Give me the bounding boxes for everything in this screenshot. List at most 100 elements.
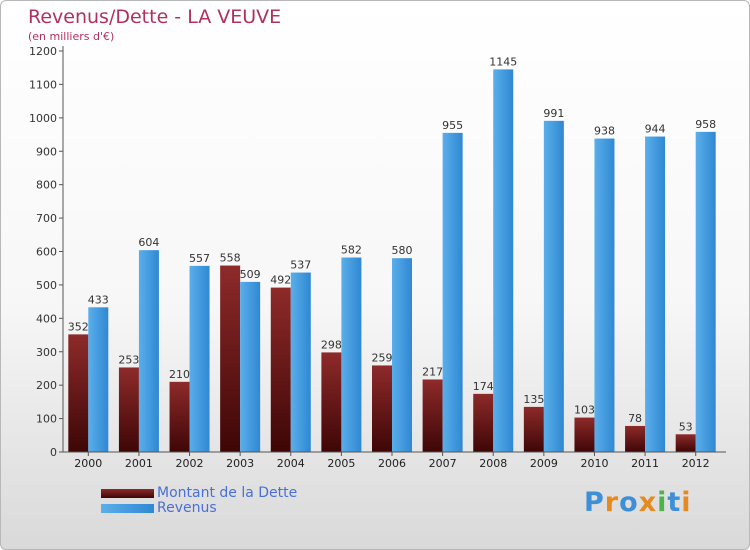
- bar-dette: [523, 406, 544, 452]
- data-label-revenus: 991: [543, 107, 564, 120]
- data-label-dette: 78: [628, 412, 642, 425]
- data-label-dette: 253: [118, 353, 139, 366]
- logo-letter: r: [604, 487, 620, 518]
- logo-letter: i: [681, 487, 692, 518]
- y-tick-label: 200: [36, 379, 57, 392]
- x-tick-label: 2005: [327, 457, 355, 470]
- y-tick-label: 300: [36, 346, 57, 359]
- chart-subtitle: (en milliers d'€): [28, 30, 115, 43]
- data-label-dette: 352: [68, 320, 89, 333]
- bar-revenus: [594, 138, 615, 452]
- data-label-revenus: 433: [88, 293, 109, 306]
- bar-dette: [220, 265, 241, 452]
- data-label-revenus: 1145: [489, 55, 517, 68]
- x-tick-label: 2006: [378, 457, 406, 470]
- data-label-dette: 135: [523, 393, 544, 406]
- x-axis: 2000 2001 2002 2003 2004 2005 2006 2007 2008 2009…: [63, 451, 726, 470]
- data-label-dette: 259: [372, 351, 393, 364]
- logo-letter: i: [657, 487, 668, 518]
- data-label-revenus: 938: [594, 125, 615, 138]
- data-label-revenus: 944: [645, 123, 666, 136]
- bar-dette: [321, 352, 342, 452]
- data-label-dette: 492: [270, 274, 291, 287]
- data-label-revenus: 537: [290, 259, 311, 272]
- bar-revenus: [543, 120, 564, 453]
- bar-revenus: [290, 272, 311, 452]
- proxiti-logo: Proxiti: [584, 487, 692, 518]
- legend-swatch-dette: [101, 489, 154, 498]
- data-label-dette: 53: [679, 420, 693, 433]
- y-axis: 0 100 200 300 400 500 600 700 800 900 1000 1100 1200: [29, 45, 64, 459]
- bar-revenus: [442, 132, 463, 452]
- legend-label-revenus: Revenus: [157, 500, 217, 516]
- legend-item-revenus: Revenus: [101, 501, 297, 516]
- data-label-revenus: 582: [341, 244, 362, 257]
- bar-dette: [625, 425, 646, 452]
- data-label-revenus: 955: [442, 119, 463, 132]
- chart-title: Revenus/Dette - LA VEUVE: [28, 6, 282, 28]
- legend-label-dette: Montant de la Dette: [157, 485, 298, 501]
- bar-dette: [372, 365, 392, 452]
- bar-dette: [473, 393, 494, 452]
- bar-revenus: [392, 258, 412, 452]
- y-tick-label: 1100: [29, 78, 57, 91]
- y-tick-label: 800: [36, 179, 57, 192]
- bar-dette: [270, 287, 291, 452]
- logo-letter: x: [638, 487, 658, 518]
- data-label-dette: 210: [169, 368, 190, 381]
- y-tick-label: 400: [36, 312, 57, 325]
- bar-revenus: [695, 131, 716, 452]
- bar-dette: [574, 417, 595, 452]
- x-tick-label: 2009: [530, 457, 558, 470]
- x-tick-label: 2002: [176, 457, 204, 470]
- x-tick-label: 2007: [429, 457, 457, 470]
- logo-letter: P: [584, 487, 605, 518]
- data-label-dette: 298: [321, 338, 342, 351]
- bar-dette: [422, 379, 443, 452]
- y-tick-label: 900: [36, 145, 57, 158]
- x-tick-label: 2010: [580, 457, 608, 470]
- y-tick-label: 100: [36, 413, 57, 426]
- x-tick-label: 2008: [479, 457, 507, 470]
- logo-letter: t: [667, 487, 682, 518]
- bar-dette: [169, 381, 190, 452]
- data-label-dette: 217: [422, 365, 443, 378]
- data-label-revenus: 557: [189, 252, 210, 265]
- bar-dette: [118, 367, 139, 452]
- logo-letter: o: [619, 487, 639, 518]
- legend-swatch-revenus: [101, 504, 154, 513]
- data-label-revenus: 580: [392, 244, 413, 257]
- bar-revenus: [645, 136, 666, 452]
- y-tick-label: 500: [36, 279, 57, 292]
- bar-revenus: [138, 250, 159, 452]
- y-tick-label: 0: [50, 446, 57, 459]
- x-tick-label: 2001: [125, 457, 153, 470]
- y-tick-label: 1200: [29, 45, 57, 58]
- bar-revenus: [88, 307, 109, 452]
- bar-revenus: [493, 69, 514, 453]
- x-tick-label: 2012: [682, 457, 710, 470]
- legend-item-dette: Montant de la Dette: [101, 486, 297, 501]
- legend: Montant de la Dette Revenus: [101, 486, 297, 516]
- data-label-revenus: 604: [138, 236, 159, 249]
- data-label-dette: 174: [473, 380, 494, 393]
- data-label-revenus: 509: [240, 268, 261, 281]
- x-tick-label: 2003: [226, 457, 254, 470]
- bar-revenus: [341, 257, 362, 452]
- y-tick-label: 600: [36, 246, 57, 259]
- y-tick-label: 700: [36, 212, 57, 225]
- y-tick-label: 1000: [29, 112, 57, 125]
- x-tick-label: 2000: [74, 457, 102, 470]
- data-label-dette: 558: [220, 252, 241, 265]
- bar-dette: [68, 334, 89, 452]
- bar-revenus: [240, 281, 261, 452]
- data-label-revenus: 958: [695, 118, 716, 131]
- bar-revenus: [189, 265, 210, 452]
- x-tick-label: 2004: [277, 457, 305, 470]
- x-tick-label: 2011: [631, 457, 659, 470]
- data-label-dette: 103: [574, 404, 595, 417]
- bar-dette: [675, 434, 696, 452]
- bars-group: 352 433 253 604 210 557 558 509 492 537 298 582 259 5…: [68, 55, 716, 453]
